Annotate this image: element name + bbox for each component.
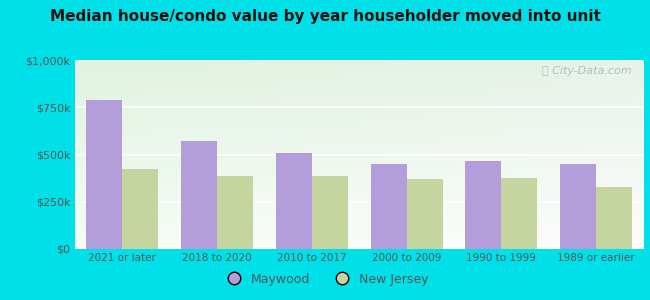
- Bar: [312, 176, 348, 249]
- Bar: [406, 179, 443, 249]
- Legend: Maywood, New Jersey: Maywood, New Jersey: [216, 268, 434, 291]
- Bar: [276, 153, 312, 249]
- Bar: [465, 161, 501, 249]
- Text: ⓘ City-Data.com: ⓘ City-Data.com: [543, 66, 632, 76]
- Bar: [181, 141, 217, 249]
- Bar: [217, 176, 253, 249]
- Bar: [501, 178, 538, 249]
- Text: Median house/condo value by year householder moved into unit: Median house/condo value by year househo…: [49, 9, 601, 24]
- Bar: [86, 100, 122, 249]
- Bar: [122, 169, 158, 249]
- Bar: [370, 164, 406, 249]
- Bar: [596, 187, 632, 249]
- Bar: [560, 164, 596, 249]
